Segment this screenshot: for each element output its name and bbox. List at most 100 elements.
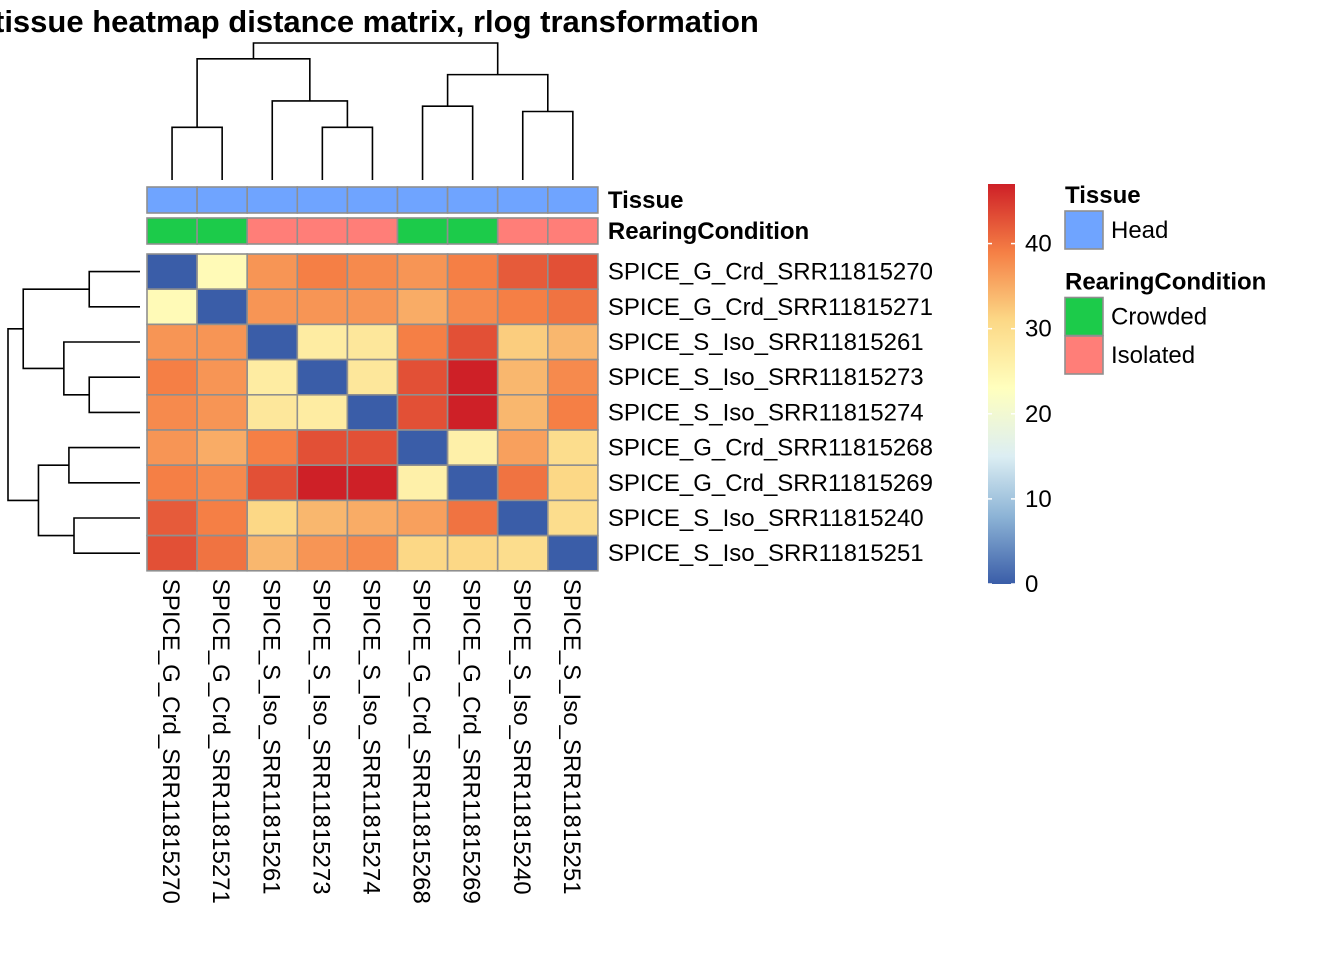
legend-title: Tissue: [1065, 182, 1141, 209]
heatmap-cell: [296, 464, 349, 502]
color-scale-bar: [988, 184, 1015, 584]
heatmap-cell: [546, 323, 599, 361]
heatmap-cell: [546, 288, 599, 326]
annotation-cell: [346, 186, 399, 214]
annotation-cell: [396, 217, 449, 245]
heatmap-cell: [396, 534, 449, 572]
dendrogram-branch: [196, 58, 311, 128]
heatmap-cell: [446, 323, 499, 361]
annotation-cell: [346, 217, 399, 245]
heatmap-cell: [146, 358, 198, 396]
dendrogram-branch: [88, 270, 140, 308]
heatmap-cell: [396, 358, 449, 396]
dendrogram-branch: [171, 126, 223, 180]
heatmap-cell: [496, 534, 549, 572]
heatmap-cell: [396, 464, 449, 502]
color-scale-legend: 0 10 20 30 40: [988, 184, 1052, 598]
heatmap-cell: [196, 499, 249, 537]
heatmap-cell: [346, 323, 399, 361]
annotation-cell: [246, 217, 299, 245]
heatmap-cell: [396, 323, 449, 361]
dendrogram-branch: [22, 288, 90, 370]
column-label: SPICE_S_Iso_SRR11815240: [508, 579, 535, 895]
row-dendrogram: [7, 270, 140, 555]
heatmap-cell: [146, 499, 198, 537]
dendrogram-branch: [421, 105, 474, 180]
row-label: SPICE_G_Crd_SRR11815270: [608, 259, 933, 286]
heatmap-cell: [446, 534, 499, 572]
heatmap-cell: [296, 499, 349, 537]
heatmap-cell: [196, 323, 249, 361]
dendrogram-branch: [68, 446, 140, 484]
annotation-tracks: Tissue RearingCondition: [146, 186, 809, 245]
heatmap-cell: [446, 464, 499, 502]
heatmap-cell: [446, 393, 499, 431]
annotation-cell: [446, 186, 499, 214]
column-label: SPICE_S_Iso_SRR11815251: [558, 579, 585, 895]
heatmap-cell: [346, 464, 399, 502]
heatmap-cell: [346, 393, 399, 431]
row-label: SPICE_S_Iso_SRR11815240: [608, 505, 924, 532]
row-label: SPICE_S_Iso_SRR11815273: [608, 364, 924, 391]
annotation-cell: [146, 186, 198, 214]
annotation-track-label: Tissue: [608, 187, 684, 214]
annotation-cell: [546, 186, 599, 214]
heatmap-cell: [196, 429, 249, 467]
heatmap-cell: [246, 288, 299, 326]
annotation-cell: [396, 186, 449, 214]
heatmap-cell: [496, 393, 549, 431]
heatmap-cell: [296, 253, 349, 291]
annotation-cell: [196, 186, 249, 214]
heatmap-cell: [196, 393, 249, 431]
annotation-cell: [196, 217, 249, 245]
annotation-cell: [296, 186, 349, 214]
heatmap-cell: [246, 253, 299, 291]
heatmap-cell: [146, 253, 198, 291]
heatmap-cell: [296, 429, 349, 467]
row-label: SPICE_G_Crd_SRR11815268: [608, 435, 933, 462]
heatmap-cell: [496, 429, 549, 467]
heatmap-cell: [346, 358, 399, 396]
scale-tick-label: 0: [1025, 571, 1038, 598]
column-label: SPICE_G_Crd_SRR11815271: [207, 579, 234, 904]
annotation-cell: [246, 186, 299, 214]
chart-title: tissue heatmap distance matrix, rlog tra…: [0, 4, 759, 39]
heatmap-cell: [296, 534, 349, 572]
annotation-cell: [546, 217, 599, 245]
heatmap-cell: [246, 534, 299, 572]
annotation-cell: [146, 217, 198, 245]
legend-swatch: [1064, 210, 1104, 250]
row-label: SPICE_S_Iso_SRR11815251: [608, 540, 924, 567]
heatmap-cell: [146, 464, 198, 502]
heatmap-cell: [196, 534, 249, 572]
annotation-cell: [446, 217, 499, 245]
heatmap-cell: [396, 429, 449, 467]
dendrogram-branch: [7, 327, 39, 502]
heatmap-cell: [496, 499, 549, 537]
heatmap-cell: [146, 288, 198, 326]
heatmap-cell: [196, 358, 249, 396]
heatmap-cell: [446, 358, 499, 396]
dendrogram-branch: [73, 517, 140, 555]
heatmap-cell: [546, 253, 599, 291]
column-label: SPICE_G_Crd_SRR11815268: [408, 579, 435, 904]
column-label: SPICE_S_Iso_SRR11815261: [257, 579, 284, 895]
heatmap-cell: [396, 499, 449, 537]
dendrogram-branch: [63, 341, 140, 396]
legend-swatch: [1064, 296, 1104, 337]
heatmap-cell: [196, 253, 249, 291]
legend-title: RearingCondition: [1065, 269, 1266, 296]
row-label: SPICE_G_Crd_SRR11815269: [608, 470, 933, 497]
heatmap-cell: [296, 288, 349, 326]
legend-item-label: Crowded: [1111, 304, 1207, 331]
annotation-legend: Tissue Head RearingCondition Crowded Isolate…: [1064, 182, 1266, 375]
row-label: SPICE_S_Iso_SRR11815261: [608, 329, 924, 356]
column-label: SPICE_S_Iso_SRR11815273: [307, 579, 334, 895]
heatmap-cell: [496, 253, 549, 291]
row-label: SPICE_G_Crd_SRR11815271: [608, 294, 933, 321]
heatmap-cell: [496, 464, 549, 502]
heatmap-cell: [446, 499, 499, 537]
heatmap-cell: [346, 534, 399, 572]
heatmap-cell: [496, 358, 549, 396]
heatmap-cell: [446, 288, 499, 326]
